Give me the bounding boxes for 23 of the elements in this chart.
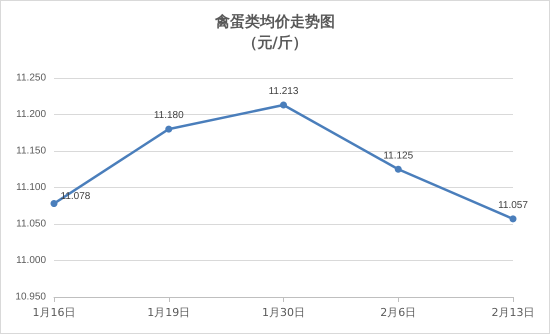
- y-tick-label: 11.250: [16, 72, 46, 84]
- point: [280, 102, 287, 109]
- chart-subtitle: （元/斤）: [242, 34, 308, 52]
- y-tick-label: 10.950: [15, 292, 46, 302]
- x-tick-label: 1月16日: [32, 306, 76, 319]
- y-tick-label: 11.000: [16, 255, 46, 266]
- x-tick-label: 2月6日: [380, 306, 416, 319]
- y-tick-label: 11.050: [16, 218, 46, 230]
- point: [165, 126, 172, 133]
- y-tick-label: 11.150: [16, 146, 46, 156]
- y-tick-label: 11.100: [16, 182, 46, 193]
- x-tick-label: 1月30日: [262, 306, 305, 319]
- x-tick-label: 1月19日: [147, 306, 190, 319]
- y-tick-label: 11.200: [16, 109, 46, 120]
- data-label: 11.213: [268, 86, 299, 98]
- point: [394, 166, 402, 173]
- chart-title: 禽蛋类均价走势图: [214, 12, 335, 30]
- point: [510, 215, 516, 222]
- x-tick-label: 2月13日: [492, 306, 534, 319]
- point: [50, 200, 58, 208]
- data-label: 11.180: [154, 110, 184, 122]
- data-label: 11.057: [498, 200, 528, 211]
- data-label: 11.125: [383, 150, 414, 162]
